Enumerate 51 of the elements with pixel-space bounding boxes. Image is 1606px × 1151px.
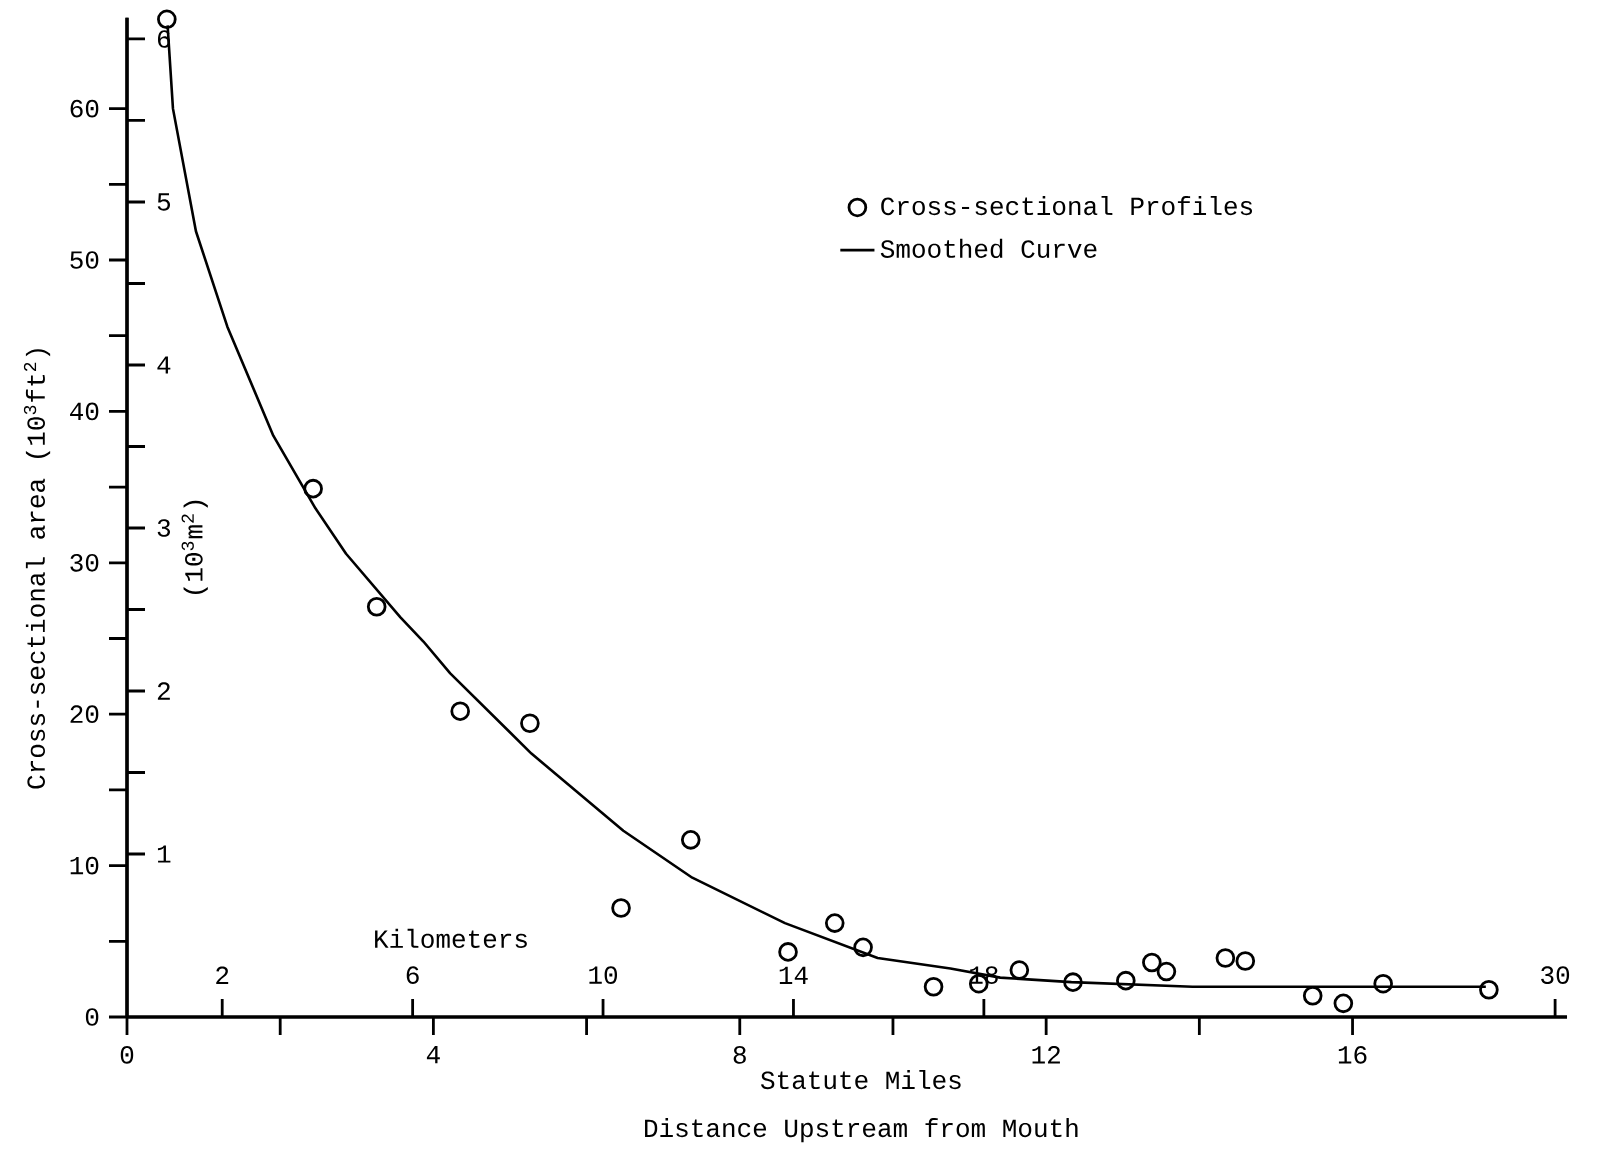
x2-tick-label: 2 bbox=[216, 966, 229, 984]
x2-axis-title: Kilometers bbox=[375, 928, 527, 948]
text: Distance Upstream from Mouth bbox=[645, 1118, 1078, 1143]
x-tick-label: 16 bbox=[1338, 1046, 1367, 1064]
point bbox=[1063, 972, 1083, 992]
point bbox=[1333, 993, 1354, 1014]
point bbox=[1302, 986, 1323, 1006]
x-axis-title: Statute Miles bbox=[760, 1070, 961, 1090]
point bbox=[157, 9, 177, 30]
y-tick-label: 60 bbox=[70, 99, 99, 118]
y2-axis-title: (10$^{3}$m$^{2}$) bbox=[181, 500, 208, 594]
point bbox=[1479, 979, 1499, 1000]
point bbox=[1116, 970, 1136, 991]
x-tick-label: 8 bbox=[733, 1046, 746, 1064]
legend-label: Cross-sectional Profiles bbox=[881, 196, 1253, 216]
point bbox=[680, 830, 701, 850]
point bbox=[1215, 948, 1236, 968]
point bbox=[366, 596, 387, 617]
point bbox=[853, 937, 873, 958]
point bbox=[520, 713, 540, 734]
y-tick-label: 20 bbox=[70, 705, 99, 724]
y-tick-label: 50 bbox=[70, 251, 99, 269]
y-tick-label: 30 bbox=[70, 553, 99, 572]
point bbox=[1373, 973, 1393, 994]
point bbox=[611, 898, 631, 918]
point bbox=[1156, 961, 1177, 982]
point bbox=[1142, 952, 1162, 973]
x2-tick-label: 14 bbox=[779, 966, 808, 984]
y-axis-title: Cross-sectional area (10$^{3}$ft$^{2}$) bbox=[23, 349, 51, 789]
y-tick-label: 40 bbox=[70, 402, 99, 421]
x2-tick-label: 10 bbox=[589, 966, 618, 984]
point bbox=[1009, 960, 1030, 980]
x-tick-label: 0 bbox=[120, 1046, 134, 1064]
legend-label: Smoothed Curve bbox=[880, 238, 1097, 258]
y2-tick-label: 1 bbox=[157, 845, 171, 863]
x2-tick-label: 6 bbox=[406, 966, 419, 984]
point bbox=[450, 701, 470, 721]
y2-tick-label: 4 bbox=[157, 356, 171, 374]
point bbox=[923, 976, 944, 997]
y2-tick-label: 5 bbox=[157, 193, 171, 211]
x2-tick-label: 30 bbox=[1541, 966, 1570, 984]
y2-tick-label: 3 bbox=[157, 519, 171, 537]
point bbox=[824, 913, 845, 933]
point bbox=[1235, 951, 1256, 971]
x-tick-label: 4 bbox=[426, 1046, 440, 1064]
y2-tick-label: 2 bbox=[157, 682, 170, 700]
point bbox=[303, 478, 323, 499]
x-tick-label: 12 bbox=[1032, 1046, 1060, 1064]
y-tick-label: 10 bbox=[70, 856, 99, 875]
y-tick-label: 0 bbox=[85, 1008, 99, 1026]
point bbox=[778, 942, 798, 962]
